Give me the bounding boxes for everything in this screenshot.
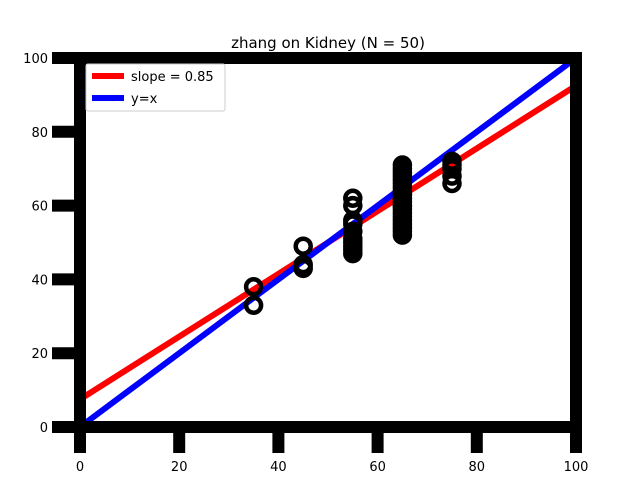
y-tick-label: 0 bbox=[40, 421, 48, 436]
legend: slope = 0.85 y=x bbox=[85, 63, 226, 112]
data-point bbox=[392, 184, 413, 205]
data-point bbox=[343, 243, 363, 264]
series-line-1 bbox=[78, 55, 578, 430]
data-point bbox=[343, 188, 363, 208]
y-tick-label: 100 bbox=[23, 52, 48, 67]
x-tick-label: 100 bbox=[564, 460, 589, 475]
data-point bbox=[442, 173, 462, 194]
data-point bbox=[442, 166, 462, 186]
chart-title: zhang on Kidney (N = 50) bbox=[231, 34, 425, 52]
data-point bbox=[392, 195, 413, 216]
data-point bbox=[293, 236, 313, 256]
data-point bbox=[392, 225, 413, 245]
x-tick-label: 40 bbox=[270, 460, 287, 475]
x-tick-label: 60 bbox=[369, 460, 386, 475]
x-tick-label: 20 bbox=[171, 460, 188, 475]
x-tick-label: 80 bbox=[469, 460, 486, 475]
y-tick-label: 20 bbox=[31, 347, 48, 362]
legend-label-0: slope = 0.85 bbox=[131, 70, 214, 85]
x-tick-label: 0 bbox=[76, 460, 84, 475]
plot-area: 0 20 40 60 80 100 0 20 40 60 80 100 bbox=[23, 52, 588, 475]
legend-label-1: y=x bbox=[131, 92, 158, 107]
data-point bbox=[243, 295, 264, 315]
y-tick-label: 80 bbox=[31, 126, 48, 141]
data-point bbox=[243, 277, 264, 297]
y-tick-label: 40 bbox=[31, 273, 48, 288]
data-point bbox=[293, 258, 313, 279]
y-tick-label: 60 bbox=[31, 200, 48, 215]
